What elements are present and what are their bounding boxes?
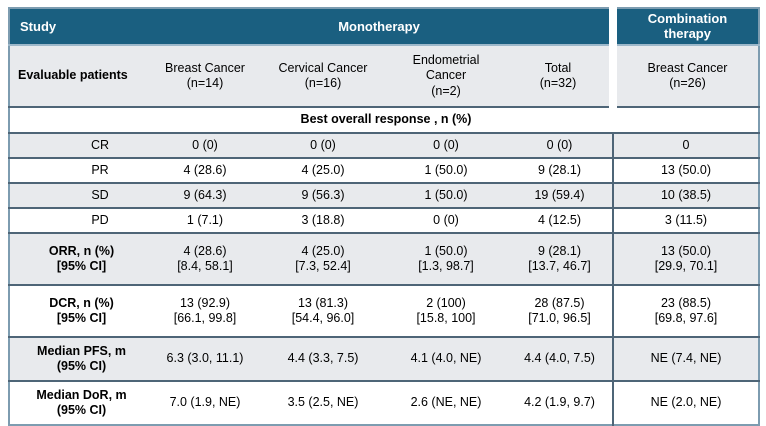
combination-therapy-header: Combination therapy <box>609 8 759 45</box>
row-label-dcr: DCR, n (%) [95% CI] <box>49 295 114 325</box>
study-header: Study <box>9 8 149 45</box>
cell-value: 4 (28.6) [8.4, 58.1] <box>177 243 233 273</box>
cell-value: 9 (28.1) [13.7, 46.7] <box>528 243 591 273</box>
row-label-sd: SD <box>91 187 109 202</box>
cell-value: 4 (25.0) <box>301 162 345 177</box>
cell-value: 1 (50.0) [1.3, 98.7] <box>418 243 474 273</box>
cell-value: 3.5 (2.5, NE) <box>287 395 359 410</box>
cell-value: 4.4 (3.3, 7.5) <box>287 351 359 366</box>
table-row-cr: CR 0 (0) 0 (0) 0 (0) 0 (0) 0 <box>9 133 759 158</box>
cell-value: 9 (28.1) <box>537 162 582 177</box>
row-label-pd: PD <box>91 212 109 227</box>
cell-value: NE (7.4, NE) <box>612 337 759 381</box>
cell-value: NE (2.0, NE) <box>612 381 759 425</box>
section-header-row: Best overall response , n (%) <box>9 107 759 133</box>
cell-value: 13 (81.3) [54.4, 96.0] <box>291 295 355 325</box>
table-header-row: Study Monotherapy Combination therapy <box>9 8 759 45</box>
page-background: Study Monotherapy Combination therapy Ev… <box>8 7 760 426</box>
cell-value: 1 (50.0) <box>424 187 468 202</box>
cell-value: 2 (100) [15.8, 100] <box>416 295 476 325</box>
table-row-pd: PD 1 (7.1) 3 (18.8) 0 (0) 4 (12.5) 3 (11… <box>9 208 759 233</box>
cell-value: 6.3 (3.0, 11.1) <box>166 351 244 366</box>
row-label-orr: ORR, n (%) [95% CI] <box>48 243 115 273</box>
clinical-results-table: Study Monotherapy Combination therapy Ev… <box>8 7 760 426</box>
table-row-pr: PR 4 (28.6) 4 (25.0) 1 (50.0) 9 (28.1) 1… <box>9 158 759 183</box>
table-row-dcr: DCR, n (%) [95% CI] 13 (92.9) [66.1, 99.… <box>9 285 759 337</box>
cell-value: 4 (28.6) <box>183 162 227 177</box>
table-row-sd: SD 9 (64.3) 9 (56.3) 1 (50.0) 19 (59.4) … <box>9 183 759 208</box>
cell-value: 0 (0) <box>310 137 336 152</box>
cell-value: 4 (12.5) <box>537 212 582 227</box>
col-header-total: Total (n=32) <box>539 60 577 90</box>
cell-value: 28 (87.5) [71.0, 96.5] <box>528 295 591 325</box>
cell-value: 3 (11.5) <box>612 208 759 233</box>
monotherapy-header: Monotherapy <box>149 8 613 45</box>
cell-value: 9 (56.3) <box>301 187 345 202</box>
row-label-cr: CR <box>90 137 110 152</box>
cell-value: 13 (50.0) [29.9, 70.1] <box>612 233 759 285</box>
row-label-median-dor: Median DoR, m (95% CI) <box>36 387 127 417</box>
column-header-row: Evaluable patients Breast Cancer (n=14) … <box>9 45 759 107</box>
cell-value: 2.6 (NE, NE) <box>410 395 482 410</box>
best-overall-response-label: Best overall response , n (%) <box>300 112 472 127</box>
cell-value: 7.0 (1.9, NE) <box>169 395 241 410</box>
table-row-median-dor: Median DoR, m (95% CI) 7.0 (1.9, NE) 3.5… <box>9 381 759 425</box>
col-header-cervical-cancer: Cervical Cancer (n=16) <box>278 60 368 90</box>
cell-value: 0 (0) <box>546 137 573 152</box>
cell-value: 19 (59.4) <box>534 187 585 202</box>
row-label-median-pfs: Median PFS, m (95% CI) <box>37 343 126 373</box>
cell-value: 4.2 (1.9, 9.7) <box>524 395 595 410</box>
evaluable-patients-label: Evaluable patients <box>18 68 128 83</box>
col-header-endometrial-cancer: Endometrial Cancer (n=2) <box>412 53 480 98</box>
cell-value: 0 (0) <box>192 137 218 152</box>
cell-value: 9 (64.3) <box>183 187 227 202</box>
cell-value: 4.4 (4.0, 7.5) <box>524 351 595 366</box>
cell-value: 4.1 (4.0, NE) <box>410 351 482 366</box>
table-row-orr: ORR, n (%) [95% CI] 4 (28.6) [8.4, 58.1]… <box>9 233 759 285</box>
cell-value: 10 (38.5) <box>612 183 759 208</box>
cell-value: 0 (0) <box>433 137 459 152</box>
cell-value: 4 (25.0) [7.3, 52.4] <box>295 243 351 273</box>
col-header-breast-cancer-mono: Breast Cancer (n=14) <box>165 60 245 90</box>
cell-value: 1 (7.1) <box>186 212 224 227</box>
cell-value: 0 (0) <box>433 212 459 227</box>
cell-value: 13 (92.9) [66.1, 99.8] <box>173 295 237 325</box>
row-label-pr: PR <box>91 162 109 177</box>
cell-value: 1 (50.0) <box>424 162 468 177</box>
cell-value: 13 (50.0) <box>612 158 759 183</box>
cell-value: 3 (18.8) <box>301 212 345 227</box>
cell-value: 0 <box>612 133 759 158</box>
table-row-median-pfs: Median PFS, m (95% CI) 6.3 (3.0, 11.1) 4… <box>9 337 759 381</box>
col-header-breast-cancer-combo: Breast Cancer (n=26) <box>609 45 759 107</box>
cell-value: 23 (88.5) [69.8, 97.6] <box>612 285 759 337</box>
